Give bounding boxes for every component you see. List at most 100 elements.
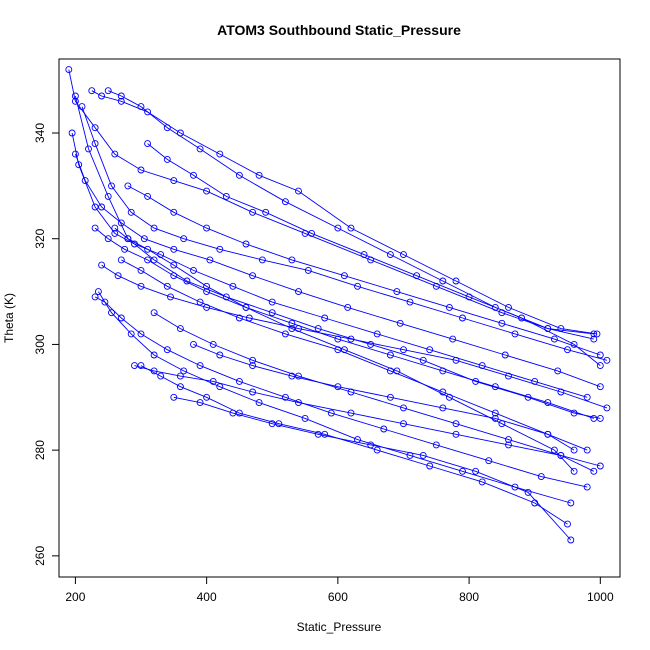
data-point bbox=[485, 457, 493, 465]
data-point bbox=[570, 467, 578, 475]
series-profile-11 bbox=[117, 256, 578, 454]
data-point bbox=[505, 441, 512, 449]
series-line bbox=[121, 259, 575, 451]
series-profile-10 bbox=[137, 362, 571, 528]
data-point bbox=[268, 420, 276, 428]
data-point bbox=[209, 377, 217, 385]
data-point bbox=[373, 446, 381, 454]
data-point bbox=[344, 303, 352, 311]
data-point bbox=[367, 340, 375, 348]
data-point bbox=[245, 314, 253, 322]
data-point bbox=[459, 467, 466, 475]
series-line bbox=[140, 365, 568, 525]
data-point bbox=[511, 483, 519, 491]
data-point bbox=[71, 92, 79, 100]
data-point bbox=[163, 124, 171, 132]
data-point bbox=[445, 303, 453, 311]
data-point bbox=[327, 409, 335, 417]
data-point bbox=[137, 166, 145, 174]
data-point bbox=[137, 282, 145, 290]
data-point bbox=[124, 182, 132, 190]
data-point bbox=[449, 335, 457, 343]
series-line bbox=[81, 106, 608, 361]
data-point bbox=[537, 473, 545, 481]
data-point bbox=[65, 66, 73, 74]
data-point bbox=[554, 367, 562, 375]
data-point bbox=[347, 224, 355, 232]
data-point bbox=[491, 303, 499, 311]
data-point bbox=[524, 488, 532, 496]
data-point bbox=[203, 393, 211, 401]
data-point bbox=[255, 399, 263, 407]
data-point bbox=[117, 92, 125, 100]
data-point bbox=[150, 309, 158, 317]
data-point bbox=[91, 224, 99, 232]
data-point bbox=[596, 462, 604, 470]
y-tick-label: 320 bbox=[33, 228, 47, 248]
data-point bbox=[518, 314, 526, 322]
y-axis-label: Theta (K) bbox=[2, 293, 16, 343]
data-point bbox=[167, 293, 174, 301]
data-point bbox=[396, 319, 404, 327]
data-point bbox=[190, 340, 197, 348]
data-point bbox=[117, 314, 125, 322]
data-point bbox=[71, 150, 79, 158]
data-point bbox=[413, 272, 421, 280]
series-profile-16 bbox=[170, 393, 575, 544]
data-point bbox=[603, 404, 611, 412]
data-point bbox=[91, 293, 99, 301]
data-point bbox=[78, 103, 86, 111]
y-tick-label: 260 bbox=[33, 546, 47, 566]
data-point bbox=[157, 372, 165, 380]
data-point bbox=[98, 261, 106, 269]
data-point bbox=[249, 388, 257, 396]
series-line bbox=[173, 396, 572, 541]
series-profile-14 bbox=[150, 309, 604, 470]
data-point bbox=[114, 272, 122, 280]
series-profile-17 bbox=[144, 140, 604, 370]
series-profile-20 bbox=[190, 340, 591, 454]
series-line bbox=[114, 227, 575, 472]
x-axis: 200 400 600 800 1000 bbox=[65, 577, 614, 604]
data-point bbox=[590, 467, 598, 475]
data-point bbox=[465, 293, 473, 301]
data-point bbox=[295, 325, 302, 333]
y-tick-label: 280 bbox=[33, 440, 47, 460]
data-point bbox=[235, 409, 243, 417]
data-point bbox=[249, 272, 257, 280]
series-profile-01 bbox=[65, 66, 598, 343]
data-point bbox=[111, 224, 119, 232]
data-point bbox=[216, 150, 224, 158]
data-point bbox=[373, 330, 381, 338]
series-line bbox=[147, 143, 601, 366]
data-point bbox=[590, 335, 598, 343]
data-point bbox=[593, 330, 601, 338]
data-point bbox=[203, 303, 211, 311]
data-point bbox=[144, 108, 152, 116]
data-point bbox=[288, 372, 296, 380]
data-point bbox=[511, 330, 519, 338]
data-point bbox=[347, 409, 355, 417]
data-point bbox=[71, 97, 79, 105]
data-point bbox=[94, 288, 102, 296]
data-point bbox=[491, 414, 499, 422]
data-point bbox=[590, 414, 598, 422]
series-line bbox=[94, 227, 594, 419]
data-point bbox=[281, 198, 289, 206]
data-point bbox=[104, 192, 112, 200]
data-point bbox=[170, 177, 178, 185]
data-point bbox=[144, 140, 152, 148]
data-point bbox=[583, 393, 591, 401]
series-line bbox=[127, 185, 601, 356]
data-point bbox=[137, 103, 145, 111]
data-point bbox=[406, 298, 414, 306]
data-point bbox=[163, 155, 171, 163]
data-point bbox=[590, 330, 598, 338]
data-point bbox=[144, 256, 152, 264]
series-profile-02 bbox=[88, 87, 601, 338]
data-point bbox=[419, 356, 427, 364]
data-point bbox=[400, 346, 407, 354]
data-point bbox=[170, 393, 178, 401]
data-point bbox=[206, 256, 214, 264]
data-point bbox=[127, 330, 135, 338]
